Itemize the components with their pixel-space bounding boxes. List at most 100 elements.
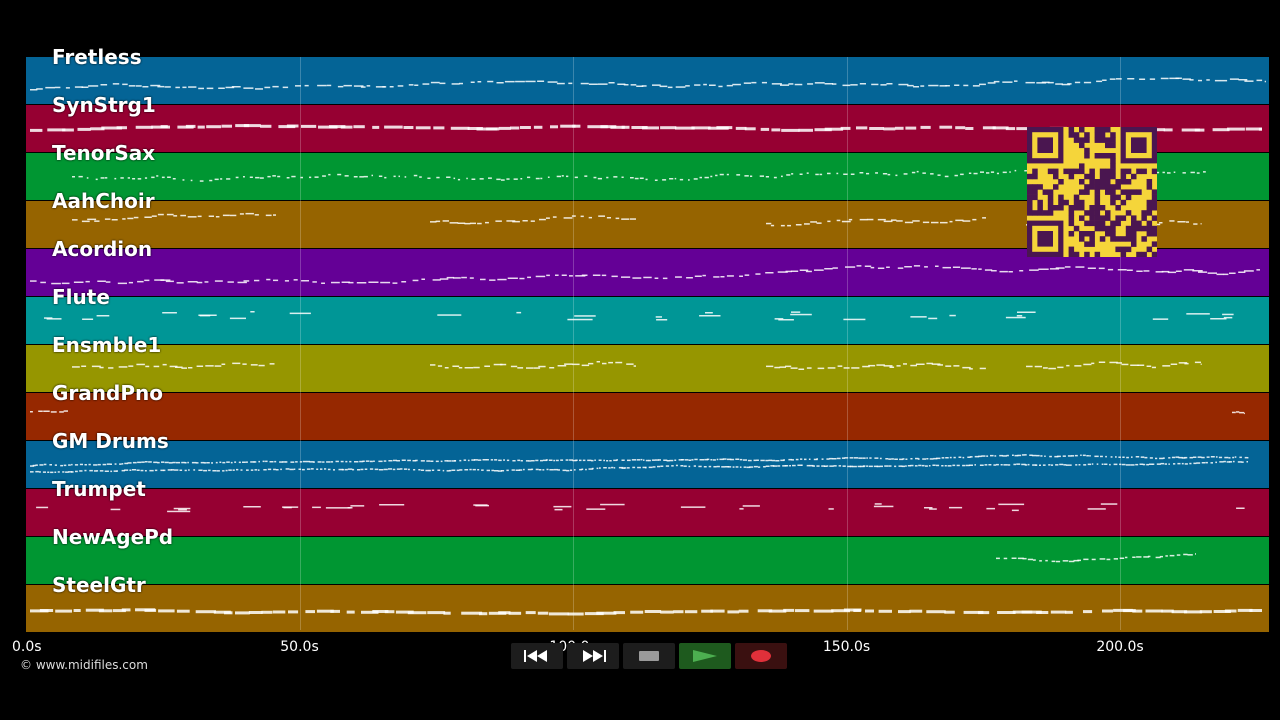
note — [568, 82, 573, 85]
note — [346, 610, 355, 614]
note — [335, 460, 339, 463]
note — [1189, 456, 1193, 459]
note — [449, 469, 452, 472]
note — [886, 266, 890, 268]
note — [749, 466, 754, 468]
note — [771, 459, 776, 462]
note — [464, 367, 474, 369]
note — [243, 176, 245, 178]
note — [660, 610, 674, 614]
note — [96, 315, 110, 317]
note — [759, 175, 764, 177]
note — [1017, 454, 1022, 457]
note — [1155, 457, 1158, 460]
note — [691, 459, 694, 461]
note — [1127, 78, 1135, 80]
note — [401, 459, 406, 461]
note — [469, 468, 472, 471]
note — [546, 217, 550, 219]
note — [479, 178, 484, 180]
note — [708, 465, 712, 468]
track-flute[interactable] — [26, 297, 1269, 345]
note — [1016, 315, 1023, 317]
note — [100, 177, 105, 179]
track-steelgtr[interactable] — [26, 585, 1269, 633]
note — [1201, 462, 1206, 464]
note — [1184, 362, 1189, 365]
note — [895, 126, 904, 130]
play-button[interactable] — [679, 643, 731, 669]
note — [775, 460, 780, 462]
note — [701, 609, 713, 613]
note — [1156, 171, 1160, 174]
track-gm-drums[interactable] — [26, 441, 1269, 489]
note — [883, 365, 893, 367]
note — [886, 83, 893, 85]
stop-button[interactable] — [623, 643, 675, 669]
rewind-button[interactable] — [511, 643, 563, 669]
note — [1162, 457, 1165, 459]
note — [280, 468, 282, 471]
note — [1107, 268, 1114, 271]
note — [905, 465, 907, 467]
record-icon — [751, 650, 771, 662]
note — [298, 468, 302, 470]
fast-forward-icon — [583, 650, 606, 662]
note — [477, 459, 482, 461]
note — [1184, 610, 1203, 614]
note — [962, 456, 965, 459]
record-button[interactable] — [735, 643, 787, 669]
track-acordion[interactable] — [26, 249, 1269, 297]
note — [992, 126, 1009, 130]
note — [615, 361, 623, 364]
note — [93, 470, 97, 472]
note — [836, 172, 839, 175]
note — [897, 267, 904, 269]
track-fretless[interactable] — [26, 57, 1269, 105]
note — [944, 610, 955, 614]
note — [1003, 557, 1008, 560]
note — [302, 460, 307, 463]
note — [188, 367, 193, 369]
note — [269, 363, 275, 365]
fast-forward-button[interactable] — [567, 643, 619, 669]
note — [222, 214, 230, 217]
note-roll — [30, 265, 1260, 285]
note — [1061, 83, 1071, 86]
note — [868, 364, 876, 367]
note — [821, 458, 824, 460]
note — [838, 465, 842, 467]
note — [1200, 363, 1202, 365]
note — [739, 508, 744, 510]
note — [990, 171, 995, 173]
note — [439, 82, 446, 85]
note — [584, 612, 604, 616]
note — [735, 466, 739, 468]
note — [176, 461, 181, 464]
note — [1014, 80, 1018, 82]
note — [688, 459, 692, 461]
note — [42, 471, 46, 473]
note — [1155, 556, 1161, 559]
note — [864, 265, 872, 267]
track-ensmble1[interactable] — [26, 345, 1269, 393]
note — [408, 468, 410, 471]
note — [627, 459, 631, 462]
note — [60, 464, 63, 467]
note — [167, 469, 172, 471]
note — [686, 277, 693, 279]
track-trumpet[interactable] — [26, 489, 1269, 537]
note — [285, 468, 290, 470]
note — [799, 269, 809, 271]
note — [907, 84, 914, 87]
note — [756, 459, 759, 461]
note — [235, 176, 239, 179]
track-newagepd[interactable] — [26, 537, 1269, 585]
note — [915, 363, 925, 365]
note — [894, 458, 898, 460]
note-roll — [30, 608, 1262, 616]
note — [30, 280, 37, 282]
note — [435, 220, 441, 223]
track-grandpno[interactable] — [26, 393, 1269, 441]
note — [841, 457, 846, 459]
